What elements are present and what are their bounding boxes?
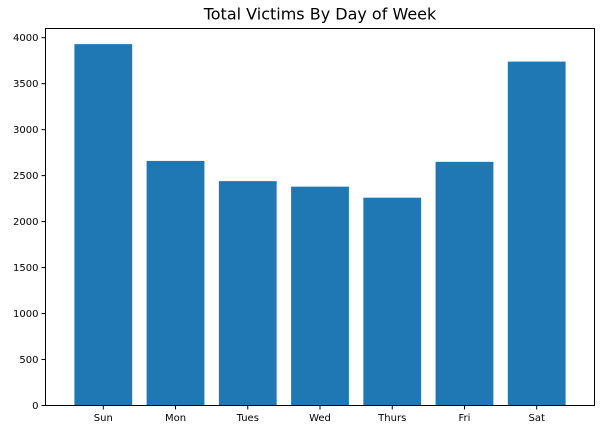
bar-sat bbox=[507, 61, 566, 406]
y-tick-label: 500 bbox=[19, 355, 38, 366]
y-tick-label: 0 bbox=[32, 401, 38, 412]
x-tick-label-mon: Mon bbox=[165, 413, 186, 424]
y-tick-label: 4000 bbox=[13, 33, 38, 44]
x-tick-label-fri: Fri bbox=[459, 413, 471, 424]
y-tick-label: 3500 bbox=[13, 79, 38, 90]
chart-title: Total Victims By Day of Week bbox=[203, 5, 437, 24]
x-tick-label-tues: Tues bbox=[236, 413, 259, 424]
x-axis: Sun Mon Tues Wed Thurs Fri Sat bbox=[94, 405, 545, 424]
bar-thurs bbox=[363, 197, 422, 406]
x-tick-label-wed: Wed bbox=[309, 413, 331, 424]
bar-wed bbox=[291, 186, 349, 406]
bar-sun bbox=[74, 44, 133, 406]
x-tick-label-sat: Sat bbox=[529, 413, 545, 424]
x-tick-label-sun: Sun bbox=[94, 413, 113, 424]
plot-frame bbox=[45, 28, 595, 406]
y-tick-label: 1500 bbox=[13, 263, 38, 274]
bar-mon bbox=[146, 160, 205, 406]
y-tick-label: 2500 bbox=[13, 171, 38, 182]
bar-fri bbox=[435, 161, 494, 406]
y-tick-label: 1000 bbox=[13, 309, 38, 320]
x-tick-label-thurs: Thurs bbox=[377, 413, 406, 424]
y-axis: 0 500 1000 1500 2000 2500 3000 3500 4000 bbox=[13, 33, 46, 412]
bar-tues bbox=[218, 181, 277, 406]
y-tick-label: 2000 bbox=[13, 217, 38, 228]
y-tick-label: 3000 bbox=[13, 125, 38, 136]
bars-group bbox=[74, 44, 566, 406]
